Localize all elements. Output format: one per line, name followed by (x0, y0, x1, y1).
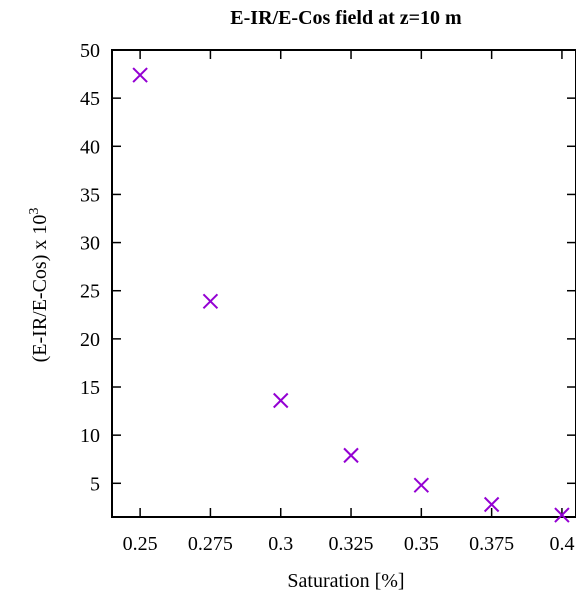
data-points (132, 67, 570, 523)
data-point (273, 392, 289, 409)
x-tick-label: 0.35 (404, 533, 439, 555)
data-point (554, 507, 570, 523)
x-tick-label: 0.25 (123, 533, 158, 555)
y-tick-label: 15 (80, 377, 100, 399)
y-axis-label: (E-IR/E-Cos) x 103 (27, 208, 51, 363)
y-tick-label: 35 (80, 184, 100, 206)
x-tick-label: 0.4 (549, 533, 574, 555)
data-point (343, 447, 359, 464)
y-axis-label-main: (E-IR/E-Cos) x 10 (29, 215, 51, 363)
x-tick-label: 0.375 (469, 533, 514, 555)
data-point-stroke (343, 447, 359, 464)
x-tick-label: 0.3 (268, 533, 293, 555)
plot-border (111, 49, 576, 518)
y-tick-label: 5 (90, 473, 100, 495)
y-tick-label: 20 (80, 329, 100, 351)
y-axis-label-superscript: 3 (27, 208, 42, 215)
data-point-stroke (554, 507, 570, 523)
y-tick-label: 25 (80, 281, 100, 303)
data-point-stroke (273, 392, 289, 409)
y-tick-label: 45 (80, 88, 100, 110)
data-point-stroke (413, 477, 430, 493)
data-point (132, 67, 148, 83)
x-axis-label: Saturation [%] (287, 570, 404, 592)
data-point-stroke (202, 293, 219, 310)
data-point (202, 293, 219, 310)
data-point-stroke (483, 496, 500, 513)
y-axis: 5 10 15 20 25 30 35 40 45 50 (80, 40, 576, 495)
y-tick-label: 40 (80, 136, 100, 158)
plot-frame (111, 49, 576, 518)
x-tick-label: 0.325 (329, 533, 374, 555)
x-tick-label: 0.275 (188, 533, 233, 555)
data-point (413, 477, 430, 493)
x-axis: 0.25 0.275 0.3 0.325 0.35 0.375 0.4 (123, 50, 574, 555)
data-point (483, 496, 500, 513)
data-point-stroke (132, 67, 148, 83)
y-tick-label: 10 (80, 425, 100, 447)
y-tick-label: 30 (80, 233, 100, 255)
chart-title: E-IR/E-Cos field at z=10 m (230, 7, 462, 29)
y-tick-label: 50 (80, 40, 100, 62)
